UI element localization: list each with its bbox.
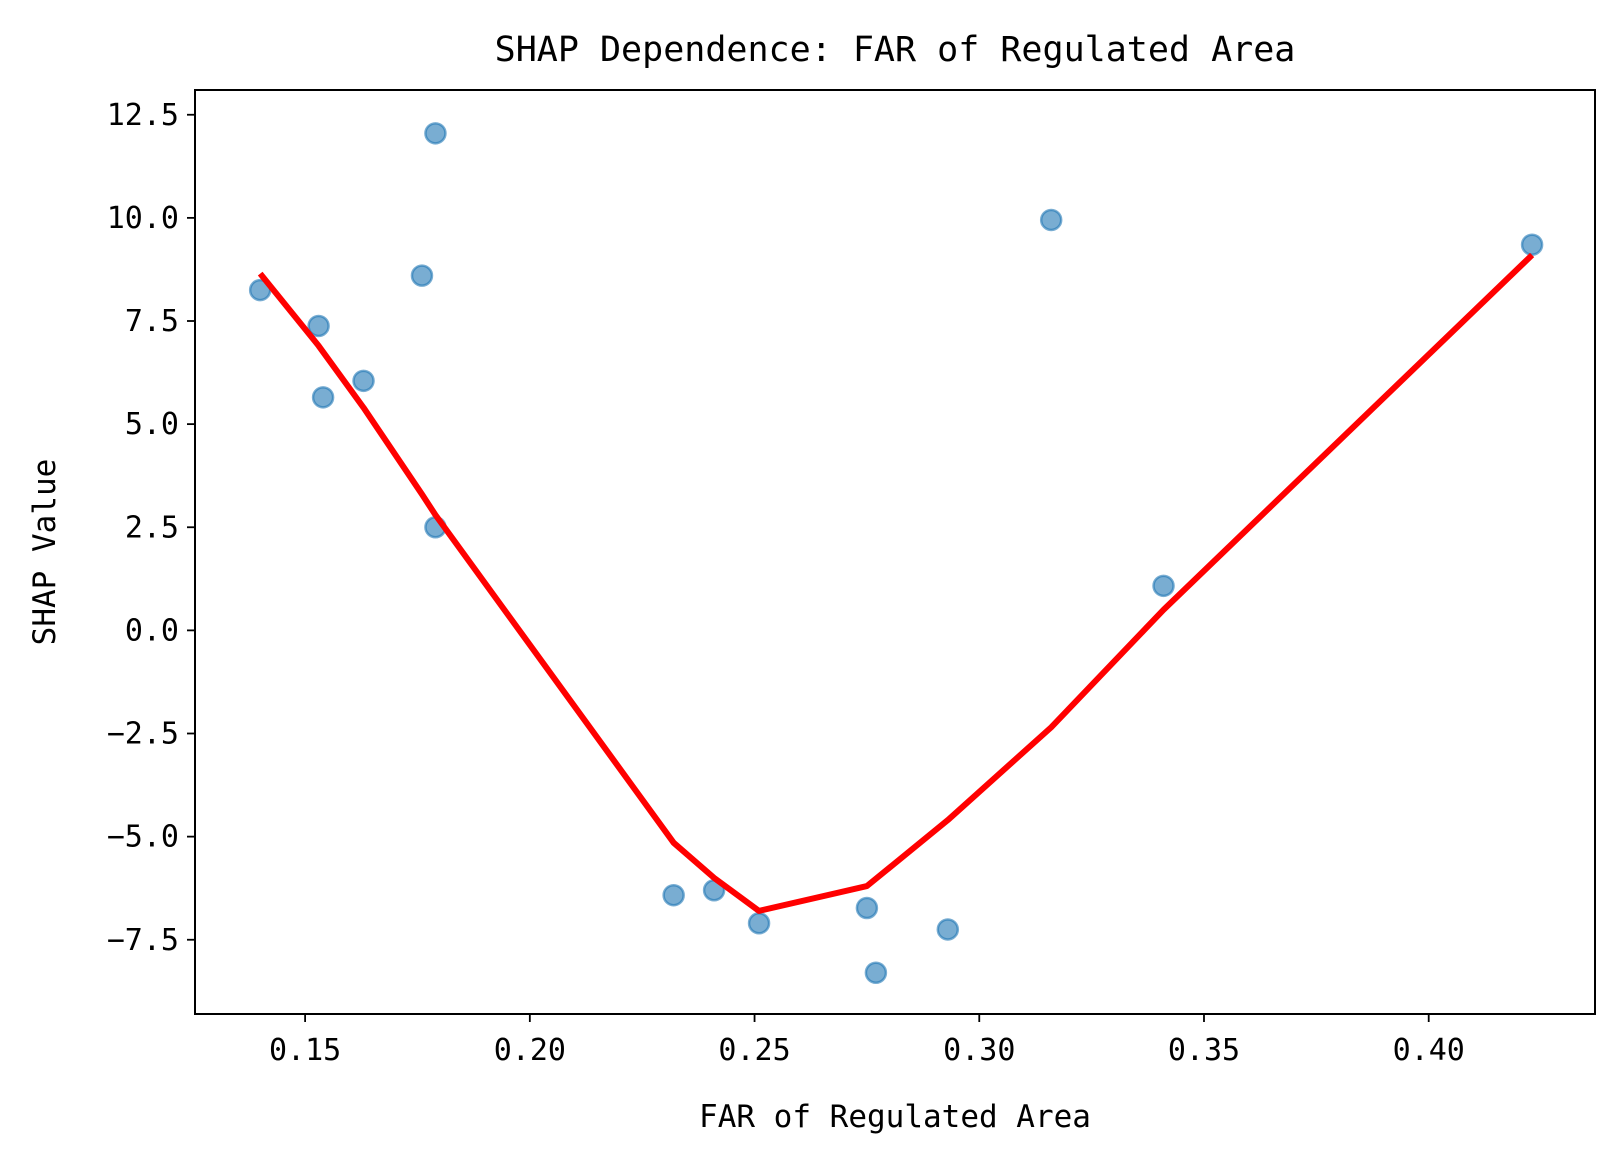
scatter-point-12 — [936, 918, 960, 941]
x-tick-label: 0.35 — [1168, 1033, 1240, 1068]
x-axis-label: FAR of Regulated Area — [699, 1099, 1091, 1135]
scatter-point-4 — [410, 264, 434, 287]
scatter-point-5 — [424, 122, 447, 145]
scatter-point-15 — [1520, 233, 1544, 256]
scatter-point-14 — [1152, 574, 1175, 598]
y-axis-label: SHAP Value — [27, 459, 63, 646]
x-tick-label: 0.30 — [943, 1033, 1015, 1068]
y-tick-label: 12.5 — [107, 98, 179, 133]
x-tick-label: 0.25 — [718, 1033, 790, 1068]
scatter-point-3 — [352, 369, 375, 393]
y-tick-label: 7.5 — [125, 304, 179, 339]
x-axis-ticks: 0.15 0.20 0.25 0.30 0.35 0.40 — [269, 1014, 1465, 1068]
y-tick-label: 10.0 — [107, 201, 179, 236]
y-tick-label: 0.0 — [125, 613, 179, 648]
y-tick-label: −2.5 — [107, 717, 179, 752]
y-tick-label: 2.5 — [125, 510, 179, 545]
y-axis-ticks: 12.5 10.0 7.5 5.0 2.5 0.0 −2.5 −5.0 −7.5 — [107, 98, 195, 958]
y-tick-label: 5.0 — [125, 407, 179, 442]
scatter-point-10 — [855, 896, 879, 920]
x-tick-label: 0.40 — [1393, 1033, 1465, 1068]
scatter-point-1 — [307, 314, 330, 338]
x-tick-label: 0.15 — [269, 1033, 341, 1068]
x-tick-label: 0.20 — [494, 1033, 566, 1068]
trend-line — [257, 252, 1535, 914]
chart-title: SHAP Dependence: FAR of Regulated Area — [495, 30, 1296, 70]
scatter-point-13 — [1039, 208, 1063, 232]
plot-marks — [248, 122, 1544, 984]
y-tick-label: −5.0 — [107, 820, 179, 855]
scatter-point-11 — [864, 961, 888, 984]
scatter-point-2 — [311, 386, 335, 409]
y-tick-label: −7.5 — [107, 923, 179, 958]
scatter-point-7 — [662, 883, 685, 907]
plot-frame — [194, 89, 1596, 1015]
scatter-point-9 — [747, 912, 771, 935]
